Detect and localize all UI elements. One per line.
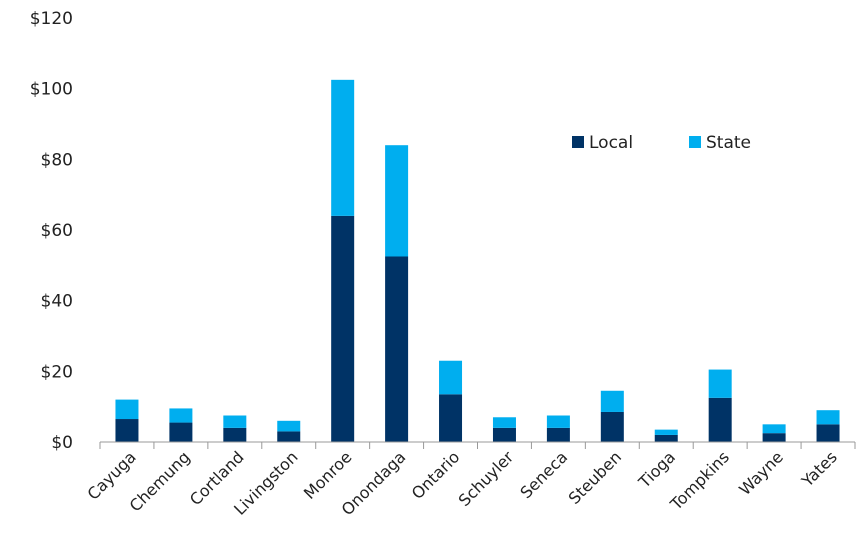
- y-tick-label: $120: [30, 9, 73, 29]
- bar-local-steuben: [600, 411, 624, 442]
- bar-local-cayuga: [115, 419, 139, 442]
- y-tick-label: $60: [41, 221, 73, 241]
- bar-local-cortland: [223, 427, 247, 442]
- x-category-label: Seneca: [516, 447, 571, 502]
- bar-state-onondaga: [385, 145, 409, 257]
- legend-label-state: State: [706, 133, 751, 153]
- bar-state-steuben: [600, 390, 624, 412]
- bar-local-onondaga: [385, 256, 409, 442]
- bar-state-tompkins: [708, 369, 732, 398]
- bar-local-tompkins: [708, 397, 732, 442]
- bar-local-monroe: [331, 215, 355, 442]
- bar-state-tioga: [654, 429, 678, 435]
- x-category-label: Ontario: [408, 447, 464, 503]
- y-tick-label: $0: [51, 433, 73, 453]
- y-tick-label: $20: [41, 362, 73, 382]
- y-tick-label: $80: [41, 150, 73, 170]
- x-axis: [99, 441, 856, 449]
- y-axis-tick-labels: $0 $20 $40 $60 $80 $100 $120: [30, 9, 73, 453]
- bar-state-monroe: [331, 79, 355, 216]
- x-category-label: Tioga: [634, 447, 679, 492]
- x-category-label: Tompkins: [666, 447, 733, 514]
- y-tick-label: $40: [41, 292, 73, 312]
- bar-local-ontario: [439, 394, 463, 442]
- legend-swatch-local: [572, 136, 584, 148]
- y-tick-label: $100: [30, 80, 73, 100]
- bar-state-chemung: [169, 408, 193, 423]
- bar-state-cortland: [223, 415, 247, 428]
- legend-swatch-state: [689, 136, 701, 148]
- bar-local-seneca: [546, 427, 570, 442]
- bar-local-yates: [816, 424, 840, 442]
- bar-local-schuyler: [492, 427, 516, 442]
- bars: [115, 79, 840, 442]
- bar-state-livingston: [277, 420, 301, 432]
- x-category-label: Wayne: [735, 447, 787, 499]
- x-category-label: Steuben: [565, 447, 626, 508]
- legend-label-local: Local: [589, 133, 633, 153]
- bar-local-livingston: [277, 431, 301, 442]
- x-axis-category-labels: CayugaChemungCortlandLivingstonMonroeOno…: [84, 447, 841, 519]
- x-category-label: Monroe: [300, 447, 356, 503]
- x-category-label: Yates: [797, 447, 841, 491]
- bar-state-seneca: [546, 415, 570, 428]
- bar-state-wayne: [762, 424, 786, 434]
- legend: Local State: [572, 133, 751, 153]
- x-category-label: Schuyler: [455, 447, 518, 510]
- bar-local-wayne: [762, 433, 786, 442]
- bar-state-yates: [816, 410, 840, 425]
- bar-state-schuyler: [492, 417, 516, 428]
- bar-local-tioga: [654, 434, 678, 442]
- bar-state-cayuga: [115, 399, 139, 420]
- bar-state-ontario: [439, 360, 463, 395]
- bar-local-chemung: [169, 422, 193, 442]
